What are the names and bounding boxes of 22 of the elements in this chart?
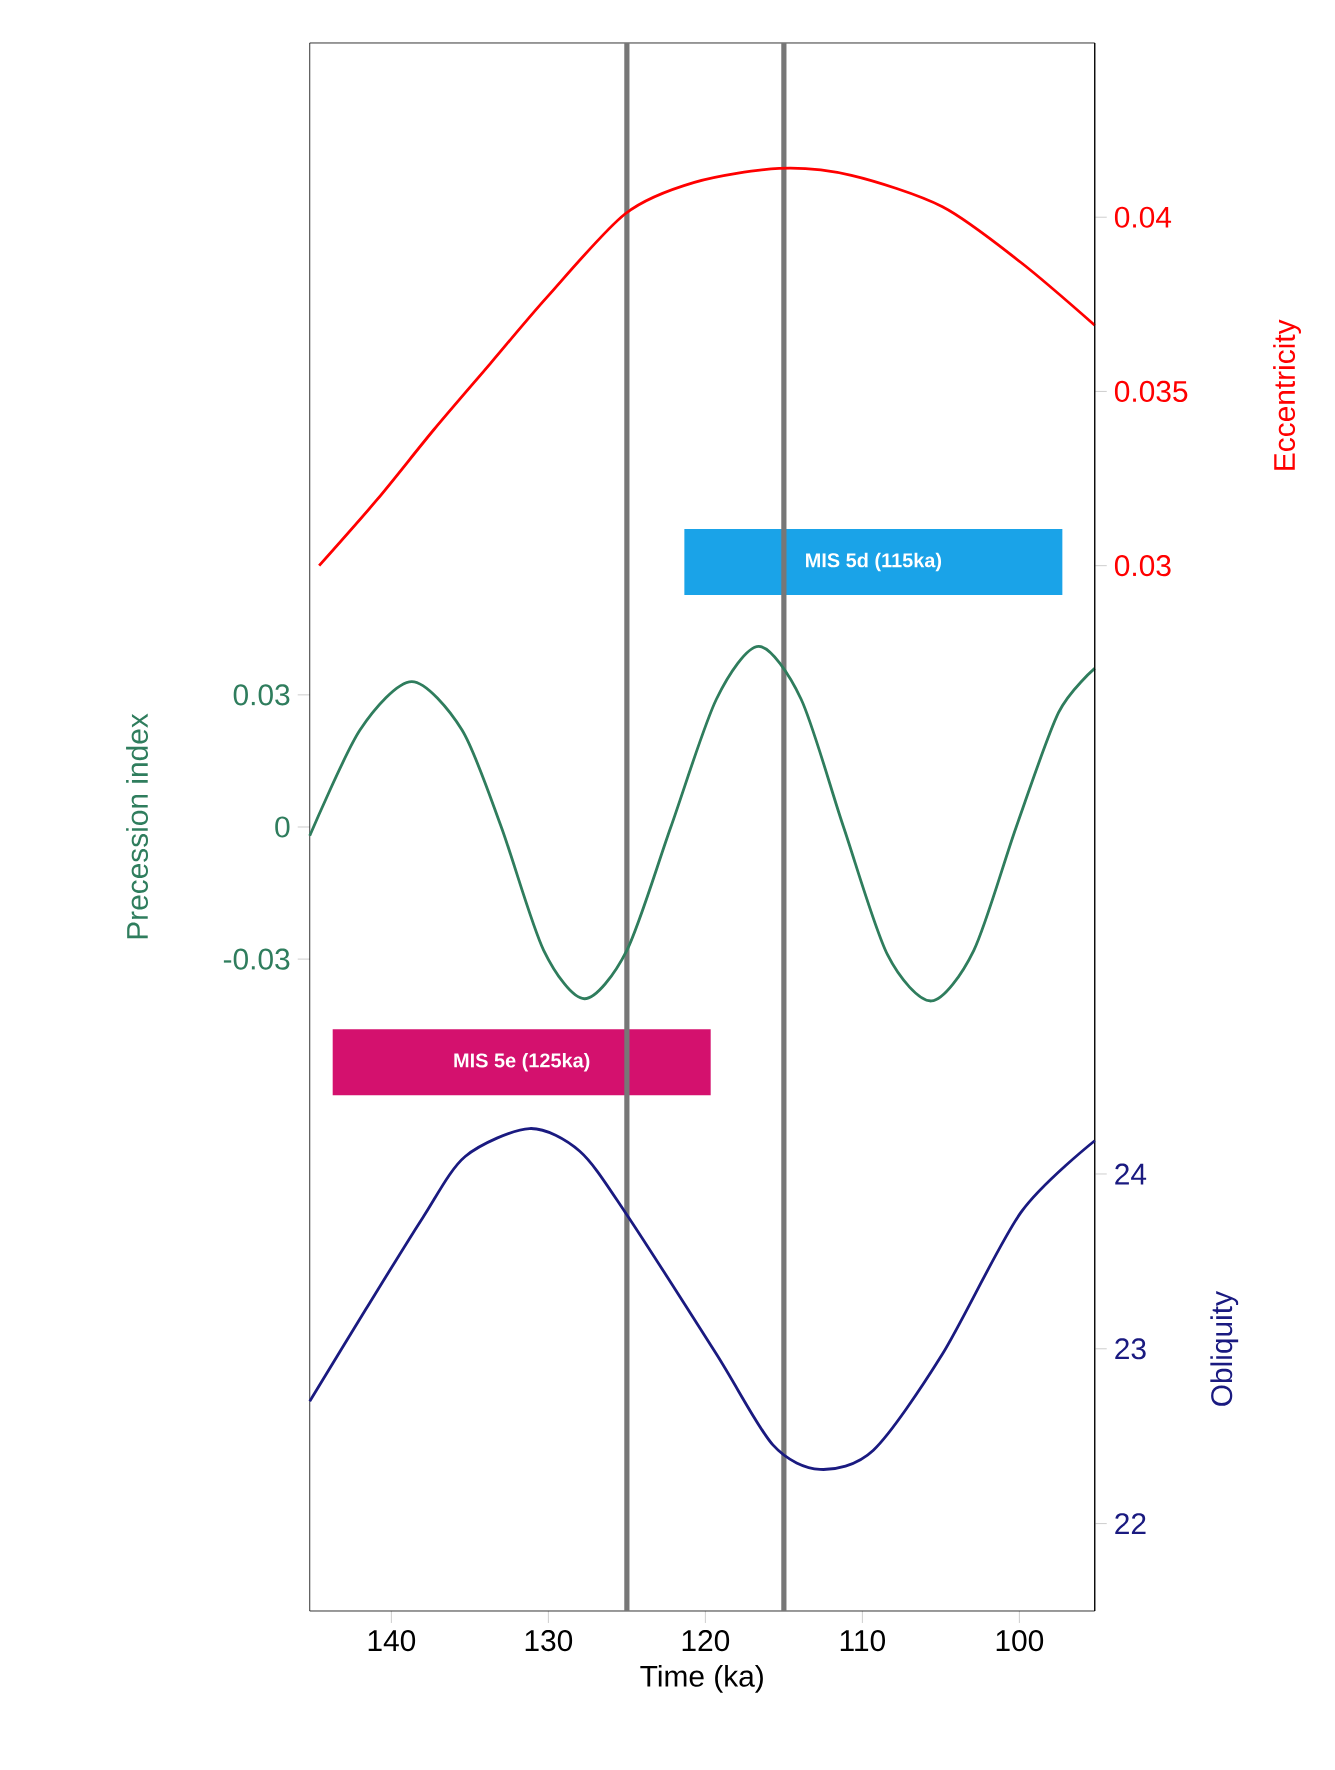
ref-line-label: MIS 5e (125ka)	[454, 1052, 590, 1072]
y2-tick-label: 0.04	[1115, 206, 1172, 228]
line-series	[308, 1127, 1097, 1471]
y2-axis-title: Eccentricity	[1273, 319, 1302, 470]
y-tick-label: -0.03	[224, 948, 290, 970]
y3-tick-label: 23	[1115, 1338, 1146, 1360]
y2-tick-label: 0.03	[1115, 555, 1171, 577]
x-tick-label: 100	[996, 1630, 1044, 1652]
x-tick-label: 140	[368, 1630, 416, 1652]
y-axis-title: Precession index	[126, 713, 149, 939]
y3-axis-title: Obliquity	[1210, 1291, 1239, 1406]
y-tick-label: 0.03	[233, 684, 290, 706]
y-tick-label: 0	[275, 816, 290, 838]
x-tick-label: 110	[840, 1630, 886, 1652]
y2-tick-label: 0.035	[1115, 380, 1188, 402]
x-axis-title: Time (ka)	[640, 1664, 764, 1693]
y3-tick-label: 24	[1115, 1163, 1147, 1185]
line-series	[308, 645, 1097, 1003]
x-tick-label: 120	[682, 1630, 730, 1652]
y3-tick-label: 22	[1115, 1513, 1146, 1535]
ref-line-label: MIS 5d (115ka)	[806, 552, 942, 572]
x-tick-label: 130	[525, 1630, 573, 1652]
